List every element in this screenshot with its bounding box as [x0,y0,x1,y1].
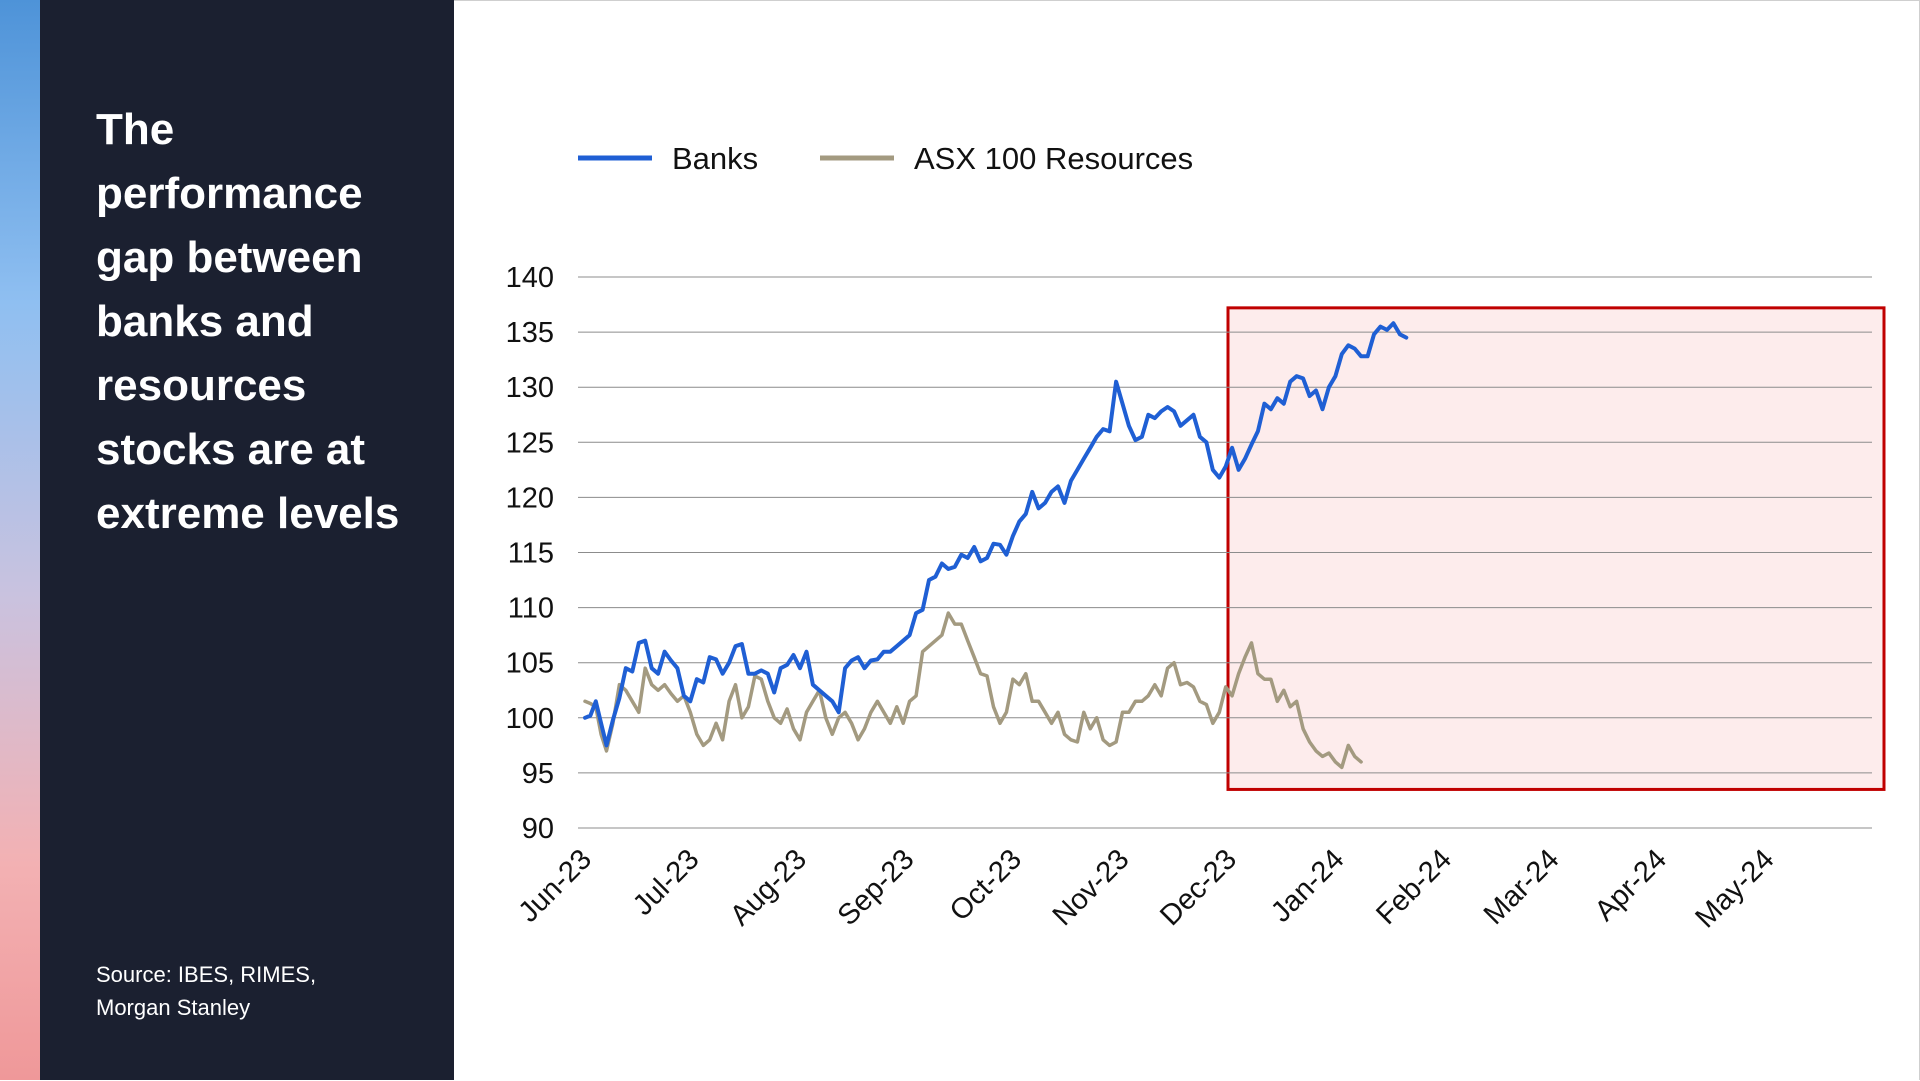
y-tick-label: 130 [506,372,554,404]
x-tick-label: Nov-23 [1047,843,1136,932]
chart-area: 90 95 100 105 110 115 120 125 130 135 140 Jun-23 Jul… [454,0,1920,1080]
y-tick-label: 115 [508,538,554,570]
legend-label-banks: Banks [672,141,758,176]
y-tick-label: 125 [506,427,554,459]
y-tick-label: 105 [506,648,554,680]
x-tick-label: Apr-24 [1589,843,1673,927]
highlight-region [1226,306,1886,791]
x-tick-label: Jan-24 [1265,843,1350,928]
y-tick-label: 95 [522,758,554,790]
headline: The performance gap between banks and re… [96,105,400,538]
y-tick-label: 140 [506,262,554,294]
legend-label-resources: ASX 100 Resources [914,141,1193,176]
side-panel [40,0,454,1080]
y-tick-label: 110 [508,593,554,625]
x-tick-label: Dec-23 [1154,843,1243,932]
x-tick-label: Oct-23 [944,843,1028,927]
y-tick-label: 120 [506,482,554,514]
line-chart: 90 95 100 105 110 115 120 125 130 135 140 Jun-23 Jul… [506,141,1886,934]
y-tick-label: 135 [506,317,554,349]
x-tick-label: Aug-23 [724,843,813,932]
source-note: Source: IBES, RIMES, Morgan Stanley [96,962,317,1020]
x-tick-label: Jun-23 [513,843,598,928]
x-tick-label: May-24 [1689,843,1780,934]
accent-strip [0,0,40,1080]
y-tick-label: 90 [522,813,554,845]
y-tick-label: 100 [506,703,554,735]
x-tick-label: Jul-23 [627,843,705,921]
banks-series-line [583,321,1409,748]
resources-series-line [583,611,1363,770]
x-tick-label: Feb-24 [1370,843,1458,931]
x-tick-label: Mar-24 [1478,843,1566,931]
x-tick-label: Sep-23 [832,843,921,932]
